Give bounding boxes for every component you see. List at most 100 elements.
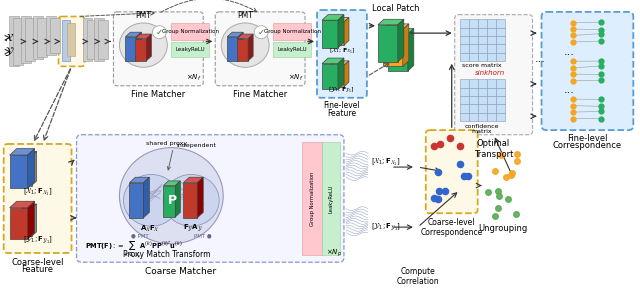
Bar: [468, 96, 477, 104]
Circle shape: [254, 26, 268, 39]
FancyBboxPatch shape: [113, 12, 204, 86]
Polygon shape: [163, 185, 175, 217]
Point: [463, 174, 473, 179]
Bar: [477, 52, 486, 61]
Text: $[\mathcal{Y}_1;\mathbf{F}_{\mathcal{Y}_1}]$: $[\mathcal{Y}_1;\mathbf{F}_{\mathcal{Y}_…: [328, 84, 355, 95]
FancyBboxPatch shape: [4, 144, 72, 253]
FancyBboxPatch shape: [426, 130, 477, 213]
Bar: [468, 113, 477, 121]
Bar: [13, 18, 22, 65]
Circle shape: [152, 26, 166, 39]
Bar: [477, 88, 486, 96]
Polygon shape: [378, 25, 398, 62]
Bar: [25, 18, 35, 61]
Bar: [36, 18, 47, 57]
Polygon shape: [330, 22, 344, 45]
Polygon shape: [175, 181, 180, 217]
Bar: [468, 104, 477, 113]
Text: $[\mathcal{X}_1;\mathbf{F}_{\mathcal{X}_1}]$: $[\mathcal{X}_1;\mathbf{F}_{\mathcal{X}_…: [371, 157, 401, 168]
Bar: [495, 96, 504, 104]
Point: [506, 173, 516, 177]
Bar: [468, 88, 477, 96]
Bar: [495, 36, 504, 44]
Circle shape: [120, 148, 223, 244]
Point: [496, 153, 506, 157]
Text: Coarse Matcher: Coarse Matcher: [145, 267, 216, 276]
Polygon shape: [183, 177, 204, 183]
Text: Correspondence: Correspondence: [553, 141, 622, 150]
Bar: [495, 113, 504, 121]
Bar: [468, 44, 477, 52]
Text: Feature: Feature: [22, 265, 54, 274]
Polygon shape: [322, 15, 344, 20]
FancyBboxPatch shape: [541, 12, 634, 130]
Bar: [495, 52, 504, 61]
Text: Fine Matcher: Fine Matcher: [131, 90, 186, 99]
Bar: [302, 142, 322, 255]
Point: [493, 194, 504, 198]
Polygon shape: [10, 155, 28, 188]
Bar: [83, 18, 93, 61]
Bar: [486, 44, 495, 52]
Polygon shape: [383, 24, 409, 29]
Bar: [460, 52, 468, 61]
Bar: [33, 16, 43, 59]
Polygon shape: [183, 183, 197, 218]
Polygon shape: [22, 204, 36, 209]
Point: [507, 171, 517, 175]
Text: Compute
Correlation: Compute Correlation: [396, 267, 439, 286]
Text: $\times N_p$: $\times N_p$: [326, 248, 342, 259]
Bar: [67, 23, 74, 56]
Bar: [486, 113, 495, 121]
Bar: [172, 23, 209, 39]
FancyBboxPatch shape: [317, 10, 367, 98]
Point: [440, 189, 450, 194]
Text: LeakyReLU: LeakyReLU: [277, 47, 307, 52]
Circle shape: [120, 23, 167, 67]
Text: ✓: ✓: [156, 28, 163, 37]
Text: $\times N_f$: $\times N_f$: [186, 73, 201, 83]
Bar: [477, 79, 486, 88]
Bar: [86, 20, 97, 59]
Text: Fine-level: Fine-level: [567, 134, 607, 143]
Polygon shape: [408, 29, 414, 71]
Text: ...: ...: [563, 86, 574, 95]
Bar: [99, 20, 108, 59]
Point: [435, 142, 445, 147]
Bar: [61, 20, 70, 61]
Circle shape: [163, 175, 220, 226]
Text: P: P: [168, 194, 177, 207]
Bar: [495, 19, 504, 28]
Text: PMT: PMT: [237, 11, 253, 20]
Polygon shape: [163, 181, 180, 185]
Polygon shape: [330, 61, 349, 65]
Point: [429, 143, 440, 148]
Bar: [460, 44, 468, 52]
Text: $[\mathcal{Y}_1;\mathbf{F}_{\mathcal{Y}_1}]$: $[\mathcal{Y}_1;\mathbf{F}_{\mathcal{Y}_…: [371, 221, 401, 233]
Point: [435, 189, 445, 193]
Text: Local Patch: Local Patch: [372, 4, 420, 13]
Text: Group Normalization: Group Normalization: [264, 29, 321, 34]
Polygon shape: [147, 34, 152, 61]
Polygon shape: [31, 151, 36, 185]
Polygon shape: [378, 19, 404, 25]
Bar: [477, 44, 486, 52]
Bar: [172, 42, 209, 57]
FancyBboxPatch shape: [77, 135, 344, 262]
Point: [490, 213, 500, 218]
Polygon shape: [322, 64, 338, 90]
Bar: [273, 23, 311, 39]
Bar: [495, 28, 504, 36]
Polygon shape: [322, 58, 344, 64]
Polygon shape: [136, 39, 147, 61]
Bar: [460, 96, 468, 104]
Polygon shape: [237, 34, 253, 39]
Text: $[\mathcal{Y}_1;\mathbf{F}_{\mathcal{Y}_1}]$: $[\mathcal{Y}_1;\mathbf{F}_{\mathcal{Y}_…: [22, 234, 52, 246]
Point: [511, 159, 522, 164]
Polygon shape: [238, 32, 243, 61]
Bar: [477, 28, 486, 36]
Bar: [486, 104, 495, 113]
Bar: [486, 52, 495, 61]
Bar: [486, 36, 495, 44]
Point: [511, 212, 521, 217]
